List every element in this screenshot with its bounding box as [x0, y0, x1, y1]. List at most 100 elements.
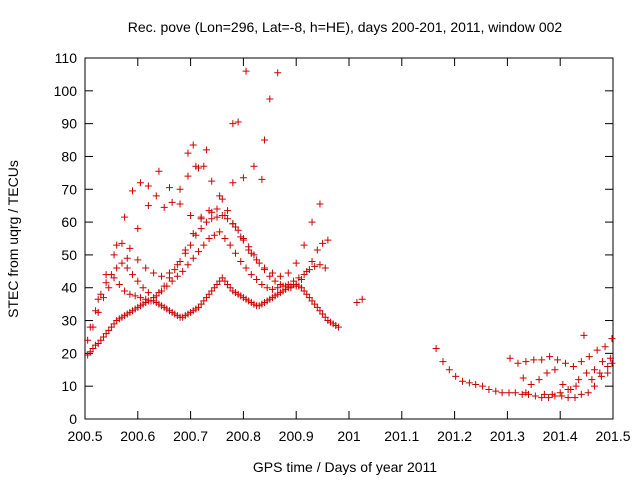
data-point: [591, 382, 599, 390]
data-point: [297, 276, 305, 284]
data-point: [189, 141, 197, 149]
data-point: [216, 228, 224, 236]
data-point: [561, 359, 569, 367]
data-point: [176, 185, 184, 193]
data-point: [213, 205, 221, 213]
data-point: [121, 213, 129, 221]
data-point: [591, 366, 599, 374]
data-point: [115, 280, 123, 288]
data-point: [479, 382, 487, 390]
data-point: [522, 358, 530, 366]
x-tick-label: 200.9: [279, 428, 314, 444]
data-point: [142, 264, 150, 272]
data-point: [261, 264, 269, 272]
data-point: [577, 390, 585, 398]
data-point: [540, 390, 548, 398]
data-point: [129, 271, 137, 279]
data-point: [229, 120, 237, 128]
data-point: [110, 251, 118, 259]
data-point: [263, 284, 271, 292]
data-point: [102, 271, 110, 279]
data-point: [593, 346, 601, 354]
data-point: [205, 235, 213, 242]
y-tick-label: 0: [69, 411, 77, 427]
data-point: [237, 257, 245, 265]
data-point: [597, 372, 605, 380]
y-tick-label: 60: [61, 214, 77, 230]
data-point: [139, 284, 147, 292]
data-point: [197, 215, 205, 223]
y-tick-label: 40: [61, 280, 77, 296]
data-point: [165, 269, 173, 277]
data-point: [94, 295, 102, 303]
data-point: [316, 200, 324, 208]
data-point: [519, 374, 527, 382]
data-point: [485, 385, 493, 393]
data-point: [189, 254, 197, 262]
data-point: [287, 284, 295, 292]
data-point: [187, 212, 195, 220]
data-point: [324, 236, 332, 244]
y-tick-label: 80: [61, 148, 77, 164]
data-point: [564, 394, 572, 402]
data-point: [588, 376, 596, 384]
data-point: [121, 287, 129, 295]
data-point: [113, 241, 121, 249]
data-point: [518, 390, 526, 398]
data-point: [150, 294, 158, 302]
data-point: [258, 280, 266, 288]
data-point: [608, 335, 616, 343]
data-point: [158, 272, 166, 280]
data-point: [123, 264, 131, 272]
data-point: [596, 369, 604, 377]
data-point: [316, 261, 324, 269]
data-point: [197, 225, 205, 233]
x-tick-label: 200.7: [173, 428, 208, 444]
data-point: [445, 366, 453, 374]
data-point: [311, 262, 319, 270]
data-point: [527, 381, 535, 389]
data-point: [522, 389, 530, 397]
data-point: [181, 246, 189, 254]
data-point: [606, 354, 614, 362]
data-point: [208, 208, 216, 216]
data-point: [231, 249, 239, 257]
data-point: [123, 254, 131, 262]
data-point: [142, 295, 150, 303]
data-point: [242, 67, 250, 75]
x-tick-label: 200.5: [67, 428, 102, 444]
data-point: [506, 354, 514, 362]
data-point: [292, 282, 300, 290]
data-point: [290, 277, 298, 285]
data-point: [134, 256, 142, 264]
data-point: [569, 362, 577, 370]
data-point: [282, 282, 290, 290]
x-tick-label: 201.3: [490, 428, 525, 444]
data-point: [253, 256, 261, 264]
data-point: [284, 269, 292, 277]
data-point: [268, 269, 276, 277]
data-point: [92, 307, 100, 315]
data-point: [189, 230, 197, 238]
data-point: [546, 353, 554, 361]
x-tick-label: 200.8: [226, 428, 261, 444]
data-point: [242, 264, 250, 272]
data-point: [105, 284, 113, 292]
data-point: [131, 292, 139, 300]
data-point: [551, 366, 559, 374]
data-point: [321, 264, 329, 272]
data-point: [319, 239, 327, 247]
data-point: [258, 175, 266, 183]
data-point: [134, 225, 142, 233]
data-point: [253, 276, 261, 284]
data-point: [239, 174, 247, 182]
data-point: [247, 249, 255, 257]
data-point: [134, 277, 142, 285]
data-point: [472, 381, 480, 389]
data-point: [202, 146, 210, 154]
data-point: [353, 298, 361, 306]
y-tick-label: 100: [54, 83, 78, 99]
data-point: [274, 69, 282, 77]
data-point: [144, 289, 152, 297]
